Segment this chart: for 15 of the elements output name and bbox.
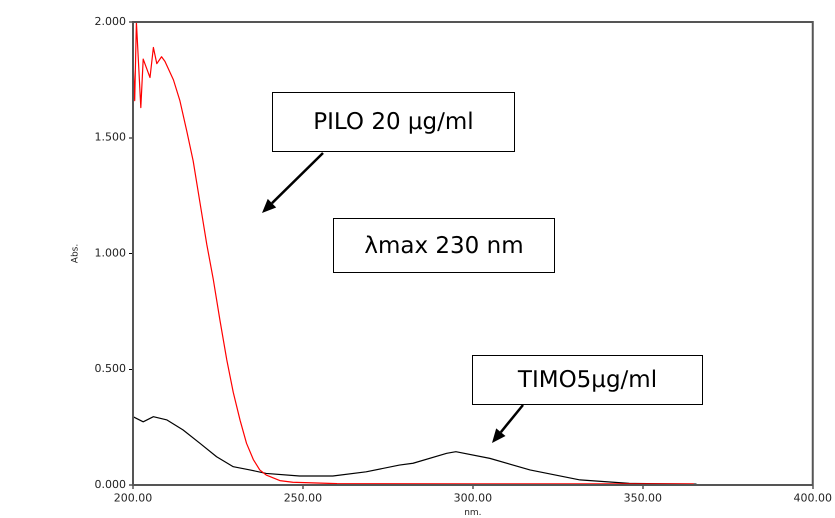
x-tick-label: 300.00	[454, 491, 492, 504]
y-tick-label: 0.500	[94, 362, 126, 376]
x-axis-title: nm.	[464, 508, 482, 518]
x-tick-label: 250.00	[284, 491, 322, 504]
annotation: λmax 230 nm	[333, 218, 555, 273]
x-tick-label: 400.00	[794, 491, 832, 504]
y-axis-title: Abs.	[70, 244, 81, 264]
x-tick-label: 200.00	[114, 491, 152, 504]
y-tick-label: 0.000	[94, 478, 126, 491]
y-tick-label: 1.000	[94, 246, 126, 260]
y-tick-label: 1.500	[94, 130, 126, 144]
annotation: TIMO5µg/ml	[472, 355, 703, 405]
annotation: PILO 20 µg/ml	[272, 92, 515, 152]
x-tick-label: 350.00	[624, 491, 662, 504]
y-tick-label: 2.000	[94, 14, 126, 28]
